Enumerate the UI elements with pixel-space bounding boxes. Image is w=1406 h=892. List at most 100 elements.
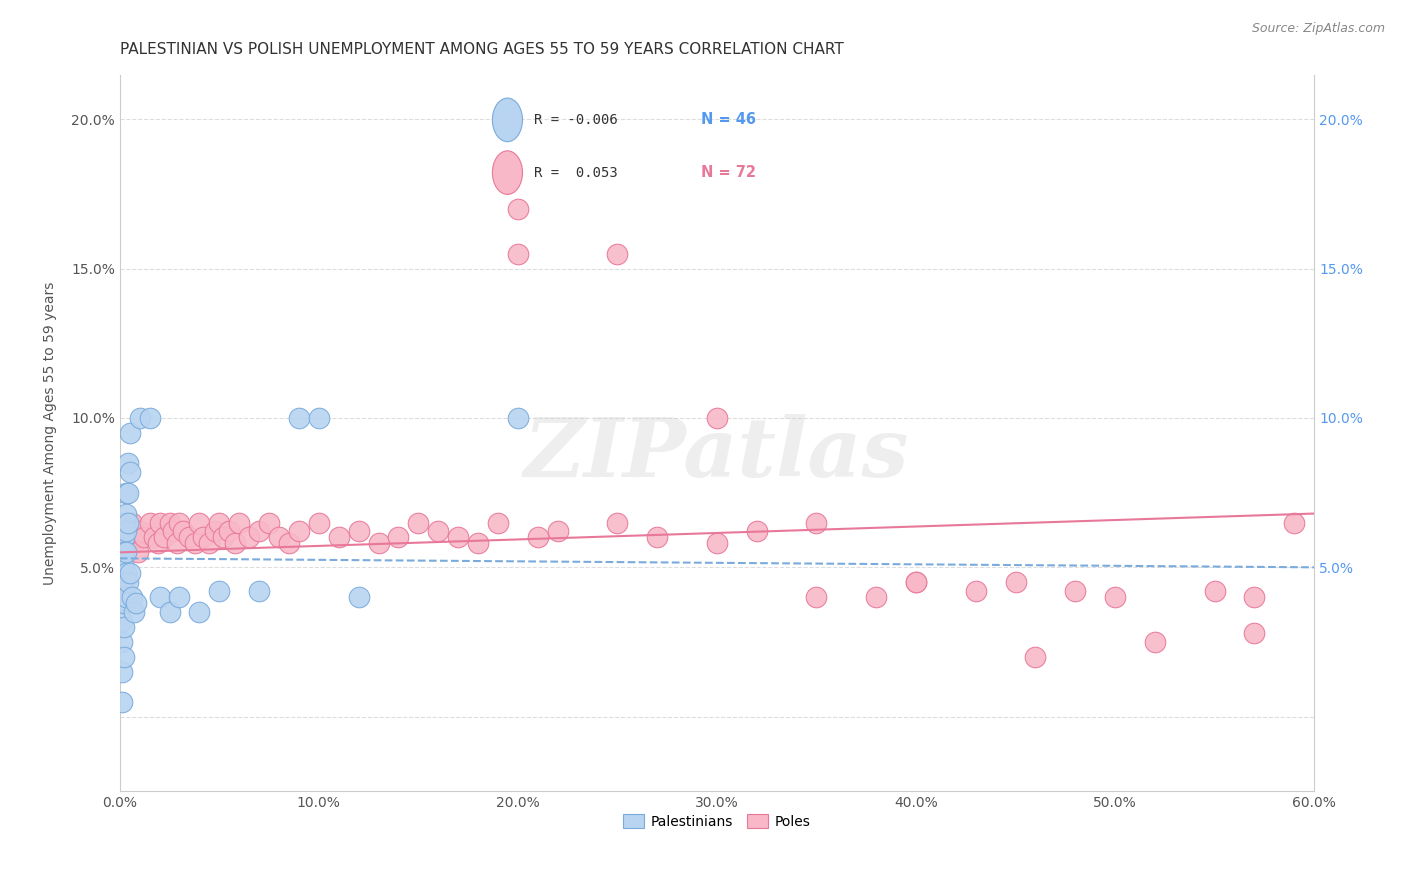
Point (218, 524, 240, 539)
Point (526, 531, 548, 545)
Point (142, 531, 165, 545)
Point (328, 531, 350, 545)
Point (387, 531, 409, 545)
Point (138, 411, 160, 425)
Point (146, 536, 169, 550)
Point (162, 524, 184, 539)
Text: Source: ZipAtlas.com: Source: ZipAtlas.com (1251, 22, 1385, 36)
Point (124, 531, 146, 545)
Point (148, 516, 170, 530)
Point (606, 246, 628, 260)
Point (1243, 626, 1265, 640)
Point (278, 536, 301, 550)
Point (111, 560, 134, 574)
Point (111, 695, 134, 709)
Point (122, 605, 145, 619)
Point (347, 524, 370, 539)
Point (114, 507, 136, 521)
Point (506, 202, 529, 216)
Point (121, 516, 143, 530)
Point (208, 516, 231, 530)
Point (547, 524, 569, 539)
Point (112, 649, 135, 664)
Point (111, 584, 134, 599)
Point (188, 605, 211, 619)
Point (138, 516, 160, 530)
Point (111, 575, 134, 590)
Point (112, 596, 135, 610)
Point (111, 614, 134, 628)
Point (152, 531, 174, 545)
Point (506, 246, 529, 260)
Point (118, 566, 141, 581)
Point (1204, 584, 1226, 599)
Point (111, 596, 134, 610)
Point (806, 590, 828, 604)
Point (238, 531, 260, 545)
Point (1064, 584, 1087, 599)
Point (1004, 575, 1026, 590)
Point (118, 465, 141, 479)
Point (806, 516, 828, 530)
Point (111, 635, 134, 649)
Point (112, 560, 135, 574)
Point (208, 584, 231, 599)
Point (267, 531, 290, 545)
Point (114, 524, 136, 539)
Point (905, 575, 928, 590)
Point (111, 665, 134, 679)
Point (506, 411, 529, 425)
Point (224, 536, 246, 550)
Point (124, 596, 146, 610)
Point (117, 516, 139, 530)
Point (1284, 516, 1306, 530)
Point (179, 531, 201, 545)
Point (288, 411, 311, 425)
Point (247, 584, 270, 599)
Text: PALESTINIAN VS POLISH UNEMPLOYMENT AMONG AGES 55 TO 59 YEARS CORRELATION CHART: PALESTINIAN VS POLISH UNEMPLOYMENT AMONG… (120, 42, 844, 57)
Point (467, 536, 489, 550)
Point (118, 425, 141, 440)
Point (193, 531, 215, 545)
Point (408, 516, 430, 530)
Point (257, 516, 280, 530)
Point (172, 524, 194, 539)
Point (606, 516, 628, 530)
Point (1104, 590, 1126, 604)
Point (112, 575, 135, 590)
Point (288, 524, 311, 539)
Point (112, 516, 135, 530)
Point (117, 575, 139, 590)
Point (114, 566, 136, 581)
Legend: Palestinians, Poles: Palestinians, Poles (617, 808, 817, 835)
Point (127, 545, 149, 559)
Point (188, 516, 211, 530)
Point (347, 590, 370, 604)
Point (169, 516, 191, 530)
Point (308, 411, 330, 425)
Point (198, 536, 221, 550)
Point (965, 584, 987, 599)
Point (166, 536, 188, 550)
Point (1243, 590, 1265, 604)
Point (117, 485, 139, 500)
Point (112, 545, 135, 559)
Point (228, 516, 250, 530)
Point (114, 545, 136, 559)
Point (112, 536, 135, 550)
Point (1143, 635, 1166, 649)
Point (128, 524, 150, 539)
Point (706, 536, 728, 550)
Point (148, 590, 170, 604)
Point (427, 524, 450, 539)
Point (112, 531, 135, 545)
Point (159, 516, 181, 530)
Point (745, 524, 768, 539)
Point (1024, 649, 1046, 664)
Point (111, 545, 134, 559)
Point (247, 524, 270, 539)
Point (114, 531, 136, 545)
Point (128, 411, 150, 425)
Point (121, 590, 143, 604)
Text: ZIPatlas: ZIPatlas (524, 415, 910, 494)
